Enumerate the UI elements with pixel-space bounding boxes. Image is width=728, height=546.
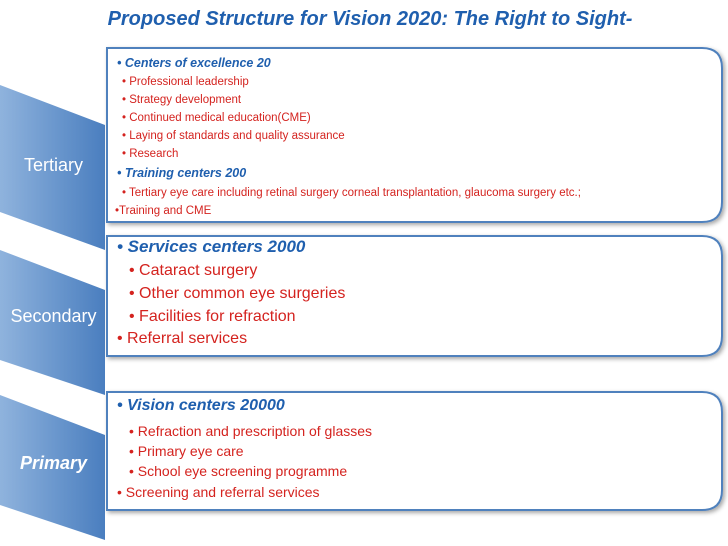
tertiary-box: [106, 47, 723, 223]
level-label: Secondary: [10, 306, 97, 326]
item-heading: • Training centers 200: [117, 166, 247, 180]
item: • Professional leadership: [122, 76, 249, 88]
primary-box: [106, 391, 723, 511]
item-heading: • Centers of excellence 20: [117, 56, 271, 70]
secondary-chevron: [0, 250, 105, 395]
item: • Primary eye care: [129, 443, 244, 459]
item: • School eye screening programme: [129, 463, 348, 479]
item: • Strategy development: [122, 94, 242, 106]
tertiary-chevron: [0, 85, 105, 250]
level-label: Tertiary: [23, 155, 83, 175]
item-heading: • Services centers 2000: [117, 237, 306, 256]
item: • Referral services: [117, 330, 248, 347]
item: • Continued medical education(CME): [122, 112, 311, 124]
item: • Refraction and prescription of glasses: [129, 423, 373, 439]
slide-title: Proposed Structure for Vision 2020: The …: [107, 8, 633, 30]
secondary-box: [106, 235, 723, 357]
primary-chevron: [0, 395, 105, 540]
item: • Tertiary eye care including retinal su…: [122, 187, 581, 199]
level-label: Primary: [19, 453, 88, 473]
item-heading: • Vision centers 20000: [117, 397, 285, 414]
item: •Training and CME: [115, 205, 212, 217]
item: • Screening and referral services: [117, 484, 320, 500]
item: • Laying of standards and quality assura…: [122, 130, 345, 142]
item: • Research: [122, 148, 179, 160]
item: • Other common eye surgeries: [129, 285, 346, 302]
item: • Cataract surgery: [129, 262, 258, 279]
item: • Facilities for refraction: [129, 308, 296, 325]
